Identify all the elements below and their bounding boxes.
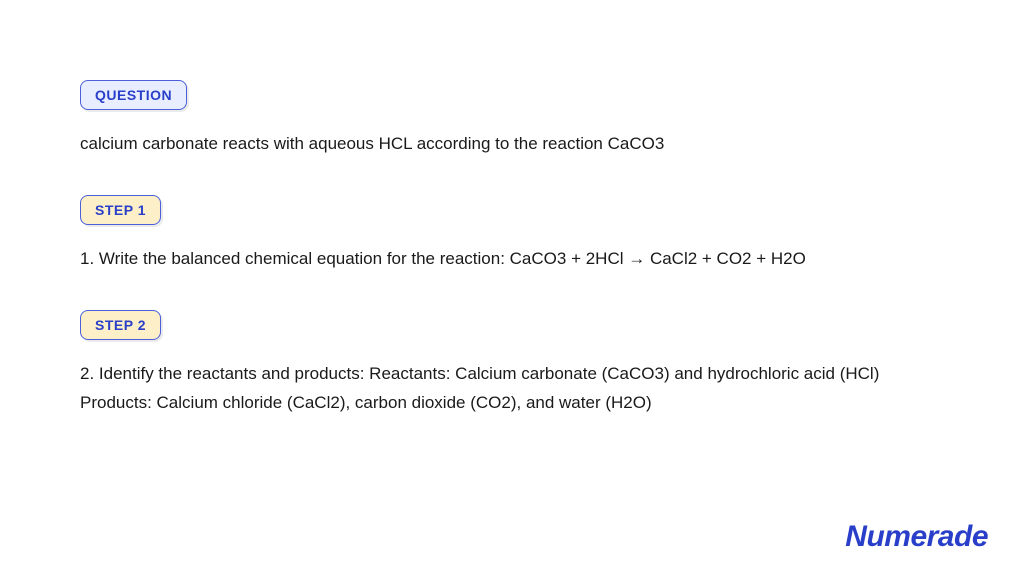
step1-section: STEP 1 1. Write the balanced chemical eq… xyxy=(80,195,944,274)
brand-logo: Numerade xyxy=(845,520,988,554)
step2-tag: STEP 2 xyxy=(80,310,161,340)
question-text: calcium carbonate reacts with aqueous HC… xyxy=(80,130,944,159)
question-tag: QUESTION xyxy=(80,80,187,110)
step1-tag: STEP 1 xyxy=(80,195,161,225)
step2-section: STEP 2 2. Identify the reactants and pro… xyxy=(80,310,944,418)
question-section: QUESTION calcium carbonate reacts with a… xyxy=(80,80,944,159)
step2-text: 2. Identify the reactants and products: … xyxy=(80,360,944,418)
step1-text: 1. Write the balanced chemical equation … xyxy=(80,245,944,274)
